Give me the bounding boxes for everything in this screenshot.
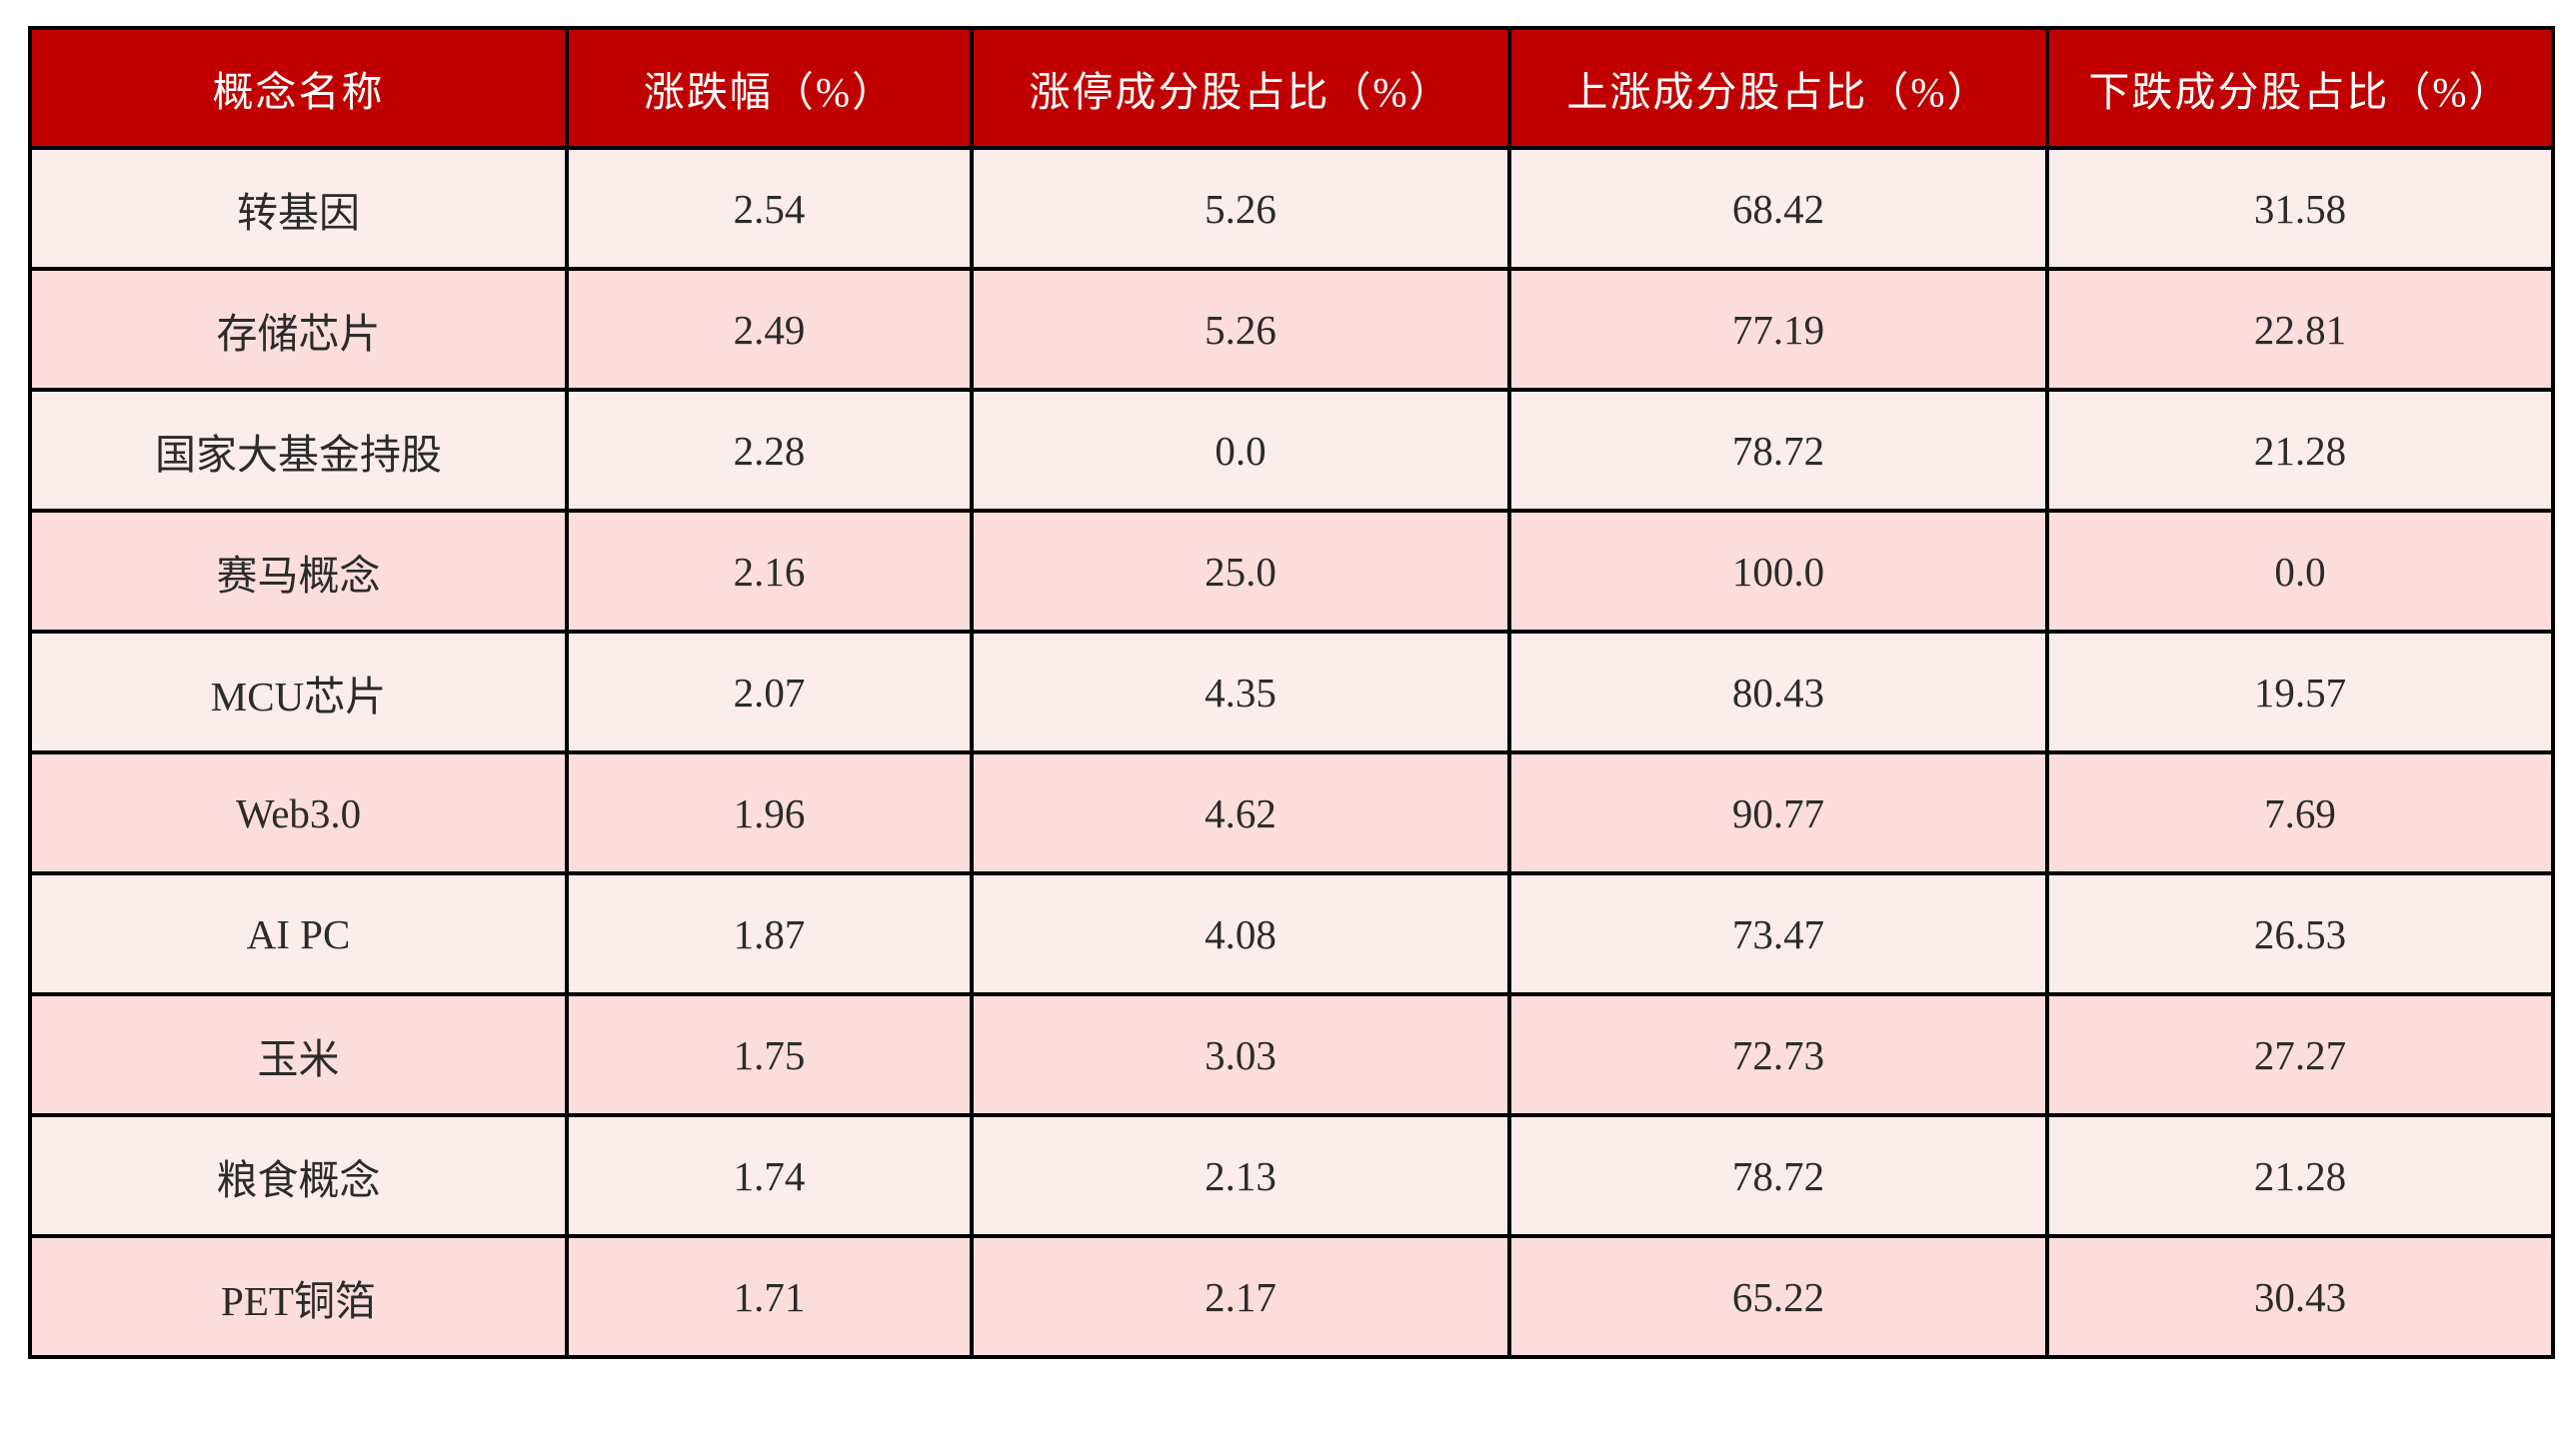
table-row: 转基因 2.54 5.26 68.42 31.58 <box>28 146 2555 271</box>
cell-value: 2.16 <box>565 509 974 634</box>
column-header-down-ratio: 下跌成分股占比（%） <box>2045 26 2555 150</box>
table-body: 转基因 2.54 5.26 68.42 31.58 存储芯片 2.49 5.26… <box>28 146 2555 1359</box>
cell-value: 5.26 <box>970 146 1511 271</box>
cell-concept-name: Web3.0 <box>28 750 569 875</box>
table-header: 概念名称 涨跌幅（%） 涨停成分股占比（%） 上涨成分股占比（%） 下跌成分股占… <box>28 26 2555 150</box>
cell-value: 7.69 <box>2045 750 2555 875</box>
cell-value: 77.19 <box>1507 267 2049 392</box>
concept-table-container: 概念名称 涨跌幅（%） 涨停成分股占比（%） 上涨成分股占比（%） 下跌成分股占… <box>28 26 2555 1359</box>
table-row: AI PC 1.87 4.08 73.47 26.53 <box>28 871 2555 996</box>
table-row: 赛马概念 2.16 25.0 100.0 0.0 <box>28 509 2555 634</box>
table-row: MCU芯片 2.07 4.35 80.43 19.57 <box>28 630 2555 754</box>
cell-value: 0.0 <box>2045 509 2555 634</box>
cell-value: 100.0 <box>1507 509 2049 634</box>
cell-value: 25.0 <box>970 509 1511 634</box>
column-header-concept-name: 概念名称 <box>28 26 569 150</box>
cell-value: 78.72 <box>1507 1113 2049 1238</box>
cell-value: 3.03 <box>970 992 1511 1117</box>
cell-value: 78.72 <box>1507 388 2049 513</box>
cell-value: 21.28 <box>2045 388 2555 513</box>
cell-value: 31.58 <box>2045 146 2555 271</box>
cell-value: 4.62 <box>970 750 1511 875</box>
cell-value: 1.75 <box>565 992 974 1117</box>
cell-value: 1.96 <box>565 750 974 875</box>
cell-value: 2.49 <box>565 267 974 392</box>
table-row: Web3.0 1.96 4.62 90.77 7.69 <box>28 750 2555 875</box>
cell-value: 1.71 <box>565 1234 974 1359</box>
cell-value: 1.74 <box>565 1113 974 1238</box>
cell-value: 0.0 <box>970 388 1511 513</box>
cell-concept-name: 国家大基金持股 <box>28 388 569 513</box>
cell-value: 2.17 <box>970 1234 1511 1359</box>
table-row: 国家大基金持股 2.28 0.0 78.72 21.28 <box>28 388 2555 513</box>
cell-value: 4.08 <box>970 871 1511 996</box>
table-row: 存储芯片 2.49 5.26 77.19 22.81 <box>28 267 2555 392</box>
cell-value: 5.26 <box>970 267 1511 392</box>
concept-performance-table: 概念名称 涨跌幅（%） 涨停成分股占比（%） 上涨成分股占比（%） 下跌成分股占… <box>28 26 2555 1359</box>
cell-concept-name: 粮食概念 <box>28 1113 569 1238</box>
cell-concept-name: AI PC <box>28 871 569 996</box>
column-header-change-pct: 涨跌幅（%） <box>565 26 974 150</box>
cell-value: 19.57 <box>2045 630 2555 754</box>
cell-concept-name: 转基因 <box>28 146 569 271</box>
cell-value: 21.28 <box>2045 1113 2555 1238</box>
header-row: 概念名称 涨跌幅（%） 涨停成分股占比（%） 上涨成分股占比（%） 下跌成分股占… <box>28 26 2555 150</box>
table-row: 粮食概念 1.74 2.13 78.72 21.28 <box>28 1113 2555 1238</box>
cell-value: 90.77 <box>1507 750 2049 875</box>
cell-value: 2.28 <box>565 388 974 513</box>
cell-value: 65.22 <box>1507 1234 2049 1359</box>
cell-value: 72.73 <box>1507 992 2049 1117</box>
cell-value: 2.07 <box>565 630 974 754</box>
cell-concept-name: 存储芯片 <box>28 267 569 392</box>
cell-value: 80.43 <box>1507 630 2049 754</box>
column-header-limit-up-ratio: 涨停成分股占比（%） <box>970 26 1511 150</box>
cell-concept-name: PET铜箔 <box>28 1234 569 1359</box>
cell-value: 2.13 <box>970 1113 1511 1238</box>
cell-value: 30.43 <box>2045 1234 2555 1359</box>
cell-value: 2.54 <box>565 146 974 271</box>
cell-value: 68.42 <box>1507 146 2049 271</box>
cell-concept-name: MCU芯片 <box>28 630 569 754</box>
table-row: 玉米 1.75 3.03 72.73 27.27 <box>28 992 2555 1117</box>
table-row: PET铜箔 1.71 2.17 65.22 30.43 <box>28 1234 2555 1359</box>
column-header-up-ratio: 上涨成分股占比（%） <box>1507 26 2049 150</box>
cell-value: 73.47 <box>1507 871 2049 996</box>
cell-value: 22.81 <box>2045 267 2555 392</box>
cell-value: 1.87 <box>565 871 974 996</box>
cell-value: 27.27 <box>2045 992 2555 1117</box>
cell-concept-name: 玉米 <box>28 992 569 1117</box>
cell-value: 4.35 <box>970 630 1511 754</box>
cell-concept-name: 赛马概念 <box>28 509 569 634</box>
cell-value: 26.53 <box>2045 871 2555 996</box>
